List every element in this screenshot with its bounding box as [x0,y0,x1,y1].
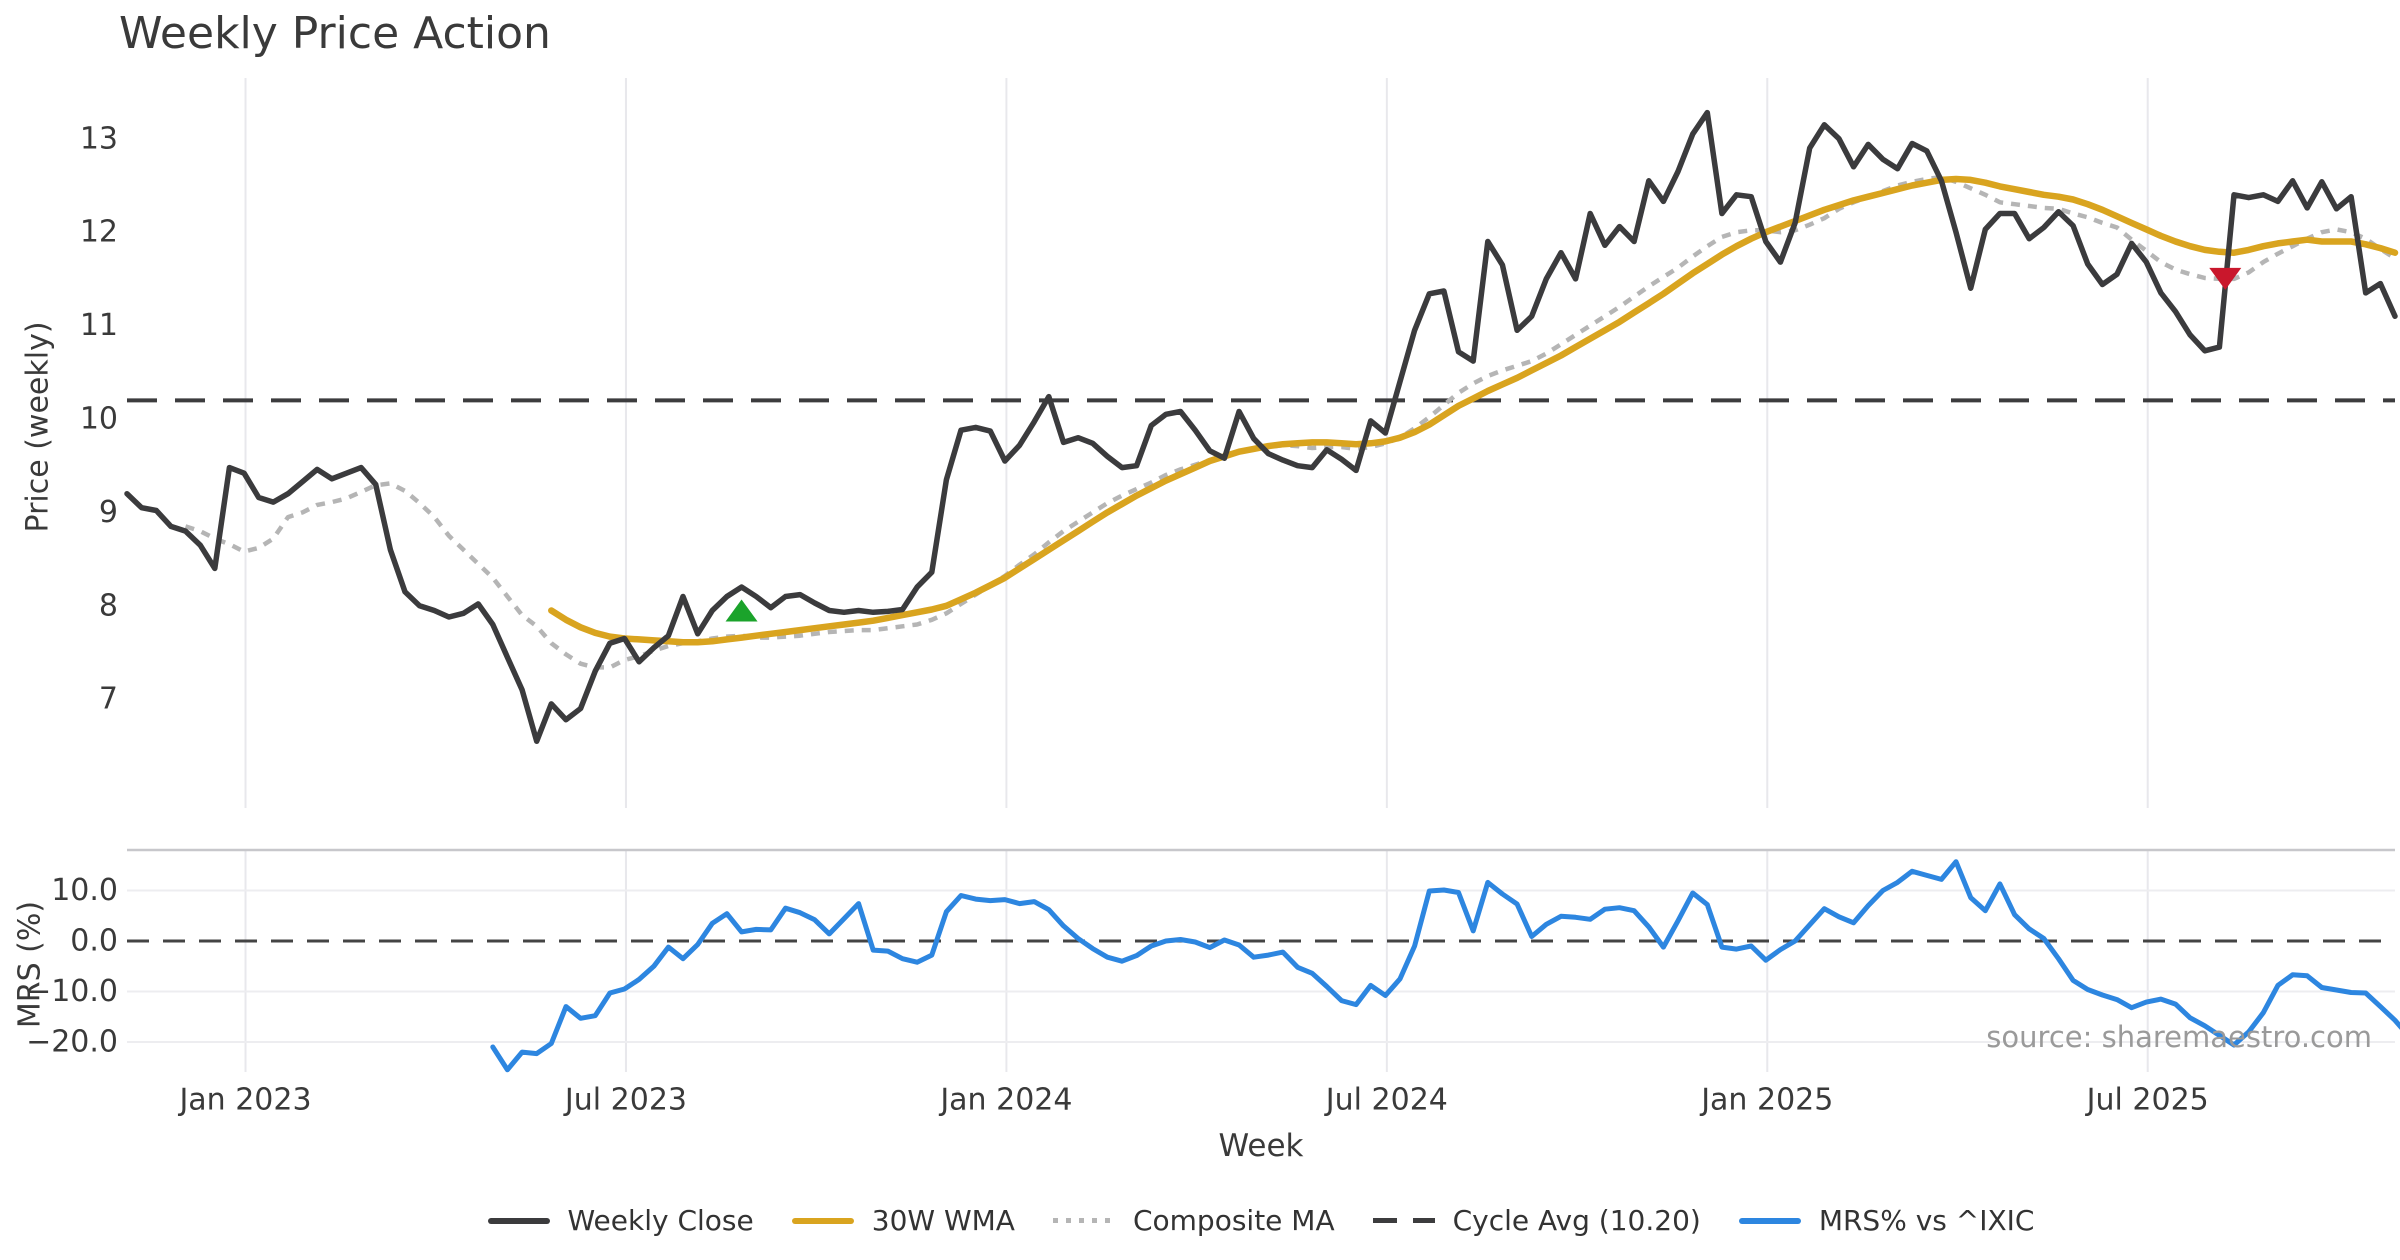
x-tick-label: Jul 2025 [2085,1083,2209,1118]
x-tick-label: Jul 2023 [563,1083,687,1118]
legend-swatch [1052,1218,1115,1223]
legend-label: 30W WMA [871,1204,1015,1237]
price-tick-label: 10 [80,402,118,437]
legend-item-mrs-vs-ixic: MRS% vs ^IXIC [1738,1204,2035,1237]
price-tick-label: 12 [80,215,118,250]
price-tick-label: 13 [80,121,118,156]
x-tick-label: Jul 2024 [1324,1083,1448,1118]
sell-signal-marker [2209,267,2242,290]
price-tick-label: 7 [99,682,118,717]
legend-label: MRS% vs ^IXIC [1818,1204,2035,1237]
chart-title: Weekly Price Action [119,8,551,59]
legend-swatch [791,1217,854,1224]
legend-label: Composite MA [1132,1204,1335,1237]
legend-item-weekly-close: Weekly Close [487,1204,754,1237]
mrs-tick-label: −20.0 [26,1025,118,1060]
legend-swatch [1372,1218,1435,1223]
mrs-tick-label: 10.0 [51,873,118,908]
price-tick-label: 8 [99,588,118,623]
mrs-tick-label: 0.0 [70,924,118,959]
source-watermark: source: sharemaestro.com [1986,1020,2372,1054]
legend-label: Weekly Close [567,1204,754,1237]
buy-signal-marker [725,599,758,622]
weekly-close-line [124,109,2398,744]
legend-swatch [1738,1217,1801,1224]
composite-ma-line [184,174,2397,670]
legend-item-composite-ma: Composite MA [1052,1204,1335,1237]
legend-item-30w-wma: 30W WMA [791,1204,1015,1237]
x-tick-label: Jan 2024 [938,1083,1072,1118]
price-tick-label: 11 [80,308,118,343]
legend-swatch [487,1217,550,1224]
legend-label: Cycle Avg (10.20) [1452,1204,1701,1237]
x-tick-label: Jan 2025 [1699,1083,1833,1118]
x-tick-label: Jan 2023 [177,1083,311,1118]
x-axis-label: Week [1218,1128,1304,1164]
wma-line [548,175,2399,646]
legend: Weekly Close 30W WMA Composite MA Cycle Avg… [127,1204,2395,1237]
price-tick-label: 9 [99,495,118,530]
legend-item-cycle-avg-10-20-: Cycle Avg (10.20) [1372,1204,1701,1237]
mrs-tick-label: −10.0 [26,974,118,1009]
mrs-line [490,859,2400,1073]
